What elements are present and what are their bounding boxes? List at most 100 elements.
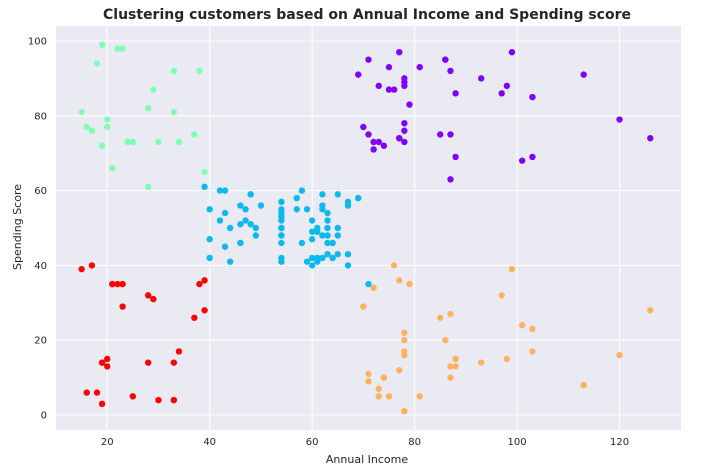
cluster-4-point xyxy=(498,90,505,97)
cluster-4-point xyxy=(518,157,526,164)
cluster-3-point xyxy=(365,280,372,288)
cluster-2-point xyxy=(170,67,178,75)
x-tick-label: 60 xyxy=(306,437,319,448)
cluster-5-point xyxy=(518,322,526,329)
cluster-2-point xyxy=(83,123,90,131)
cluster-2-point xyxy=(109,164,116,172)
cluster-3-point xyxy=(314,228,321,235)
cluster-4-point xyxy=(375,138,382,146)
cluster-1-point xyxy=(83,389,90,396)
cluster-4-point xyxy=(396,48,403,56)
x-tick-label: 120 xyxy=(610,437,629,448)
cluster-5-point xyxy=(416,393,423,400)
cluster-1-point xyxy=(104,355,111,363)
cluster-3-point xyxy=(252,224,259,232)
cluster-5-point xyxy=(529,325,536,333)
cluster-5-point xyxy=(437,314,444,321)
cluster-4-point xyxy=(478,75,485,82)
cluster-2-point xyxy=(98,41,106,48)
cluster-1-point xyxy=(104,363,111,370)
cluster-4-point xyxy=(437,131,444,138)
cluster-3-point xyxy=(319,202,326,209)
cluster-5-point xyxy=(360,303,367,310)
cluster-3-point xyxy=(308,236,316,243)
cluster-3-point xyxy=(329,254,336,262)
cluster-2-point xyxy=(93,60,101,67)
cluster-2-point xyxy=(88,127,96,134)
cluster-4-point xyxy=(447,131,454,138)
cluster-1-point xyxy=(175,348,183,355)
cluster-1-point xyxy=(114,280,121,288)
cluster-3-point xyxy=(314,258,321,265)
cluster-5-point xyxy=(365,378,372,385)
cluster-4-point xyxy=(355,71,362,78)
cluster-3-point xyxy=(278,224,285,232)
cluster-3-point xyxy=(298,239,306,247)
cluster-4-point xyxy=(390,86,398,93)
cluster-2-point xyxy=(145,183,152,191)
cluster-1-point xyxy=(145,292,152,299)
cluster-3-point xyxy=(319,191,326,198)
y-tick-label: 40 xyxy=(34,261,47,272)
cluster-1-point xyxy=(170,359,178,366)
cluster-1-point xyxy=(191,314,198,321)
cluster-3-point xyxy=(206,254,213,262)
cluster-3-point xyxy=(278,258,285,265)
cluster-4-point xyxy=(401,120,408,127)
cluster-3-point xyxy=(298,187,306,194)
y-tick-label: 100 xyxy=(28,36,47,47)
cluster-5-point xyxy=(498,292,505,299)
cluster-5-point xyxy=(401,351,408,359)
cluster-3-point xyxy=(308,262,316,269)
grid-lines xyxy=(56,26,681,430)
cluster-5-point xyxy=(478,359,485,366)
cluster-3-point xyxy=(334,224,341,232)
cluster-1-point xyxy=(109,280,116,288)
cluster-3-point xyxy=(324,209,331,217)
x-tick-label: 100 xyxy=(508,437,527,448)
cluster-3-point xyxy=(334,191,341,198)
cluster-3-point xyxy=(324,217,331,224)
x-tick-label: 80 xyxy=(408,437,421,448)
cluster-3-point xyxy=(242,217,249,224)
cluster-5-point xyxy=(401,329,408,336)
x-tick-label: 40 xyxy=(203,437,216,448)
cluster-4-point xyxy=(401,127,408,134)
cluster-4-point xyxy=(442,56,449,63)
cluster-3-point xyxy=(237,202,244,209)
cluster-3-point xyxy=(242,206,249,213)
cluster-5-point xyxy=(529,348,536,355)
cluster-2-point xyxy=(104,123,111,131)
cluster-5-point xyxy=(447,374,454,381)
cluster-3-point xyxy=(237,239,244,247)
cluster-4-point xyxy=(452,90,459,97)
cluster-3-point xyxy=(334,232,341,239)
cluster-3-point xyxy=(216,187,224,194)
cluster-5-point xyxy=(396,277,403,284)
cluster-5-point xyxy=(380,374,388,381)
cluster-3-point xyxy=(344,250,352,258)
cluster-3-point xyxy=(278,239,285,247)
cluster-1-point xyxy=(98,359,106,366)
cluster-4-point xyxy=(447,67,454,75)
cluster-5-point xyxy=(647,307,654,314)
cluster-3-point xyxy=(221,243,229,250)
cluster-1-point xyxy=(170,396,178,404)
cluster-4-point xyxy=(375,82,382,90)
cluster-2-point xyxy=(114,45,121,52)
cluster-5-point xyxy=(503,355,511,363)
cluster-5-point xyxy=(447,363,454,370)
cluster-3-point xyxy=(278,217,285,224)
cluster-3-point xyxy=(324,232,331,239)
cluster-3-point xyxy=(278,198,285,206)
cluster-2-point xyxy=(145,105,152,112)
cluster-3-point xyxy=(344,262,352,269)
cluster-5-point xyxy=(447,310,454,318)
cluster-2-point xyxy=(98,142,106,149)
cluster-5-point xyxy=(406,280,413,288)
y-tick-label: 80 xyxy=(34,111,47,122)
cluster-4-point xyxy=(503,82,511,90)
cluster-3-point xyxy=(303,258,311,265)
cluster-3-point xyxy=(344,202,352,209)
cluster-3-point xyxy=(303,206,311,213)
